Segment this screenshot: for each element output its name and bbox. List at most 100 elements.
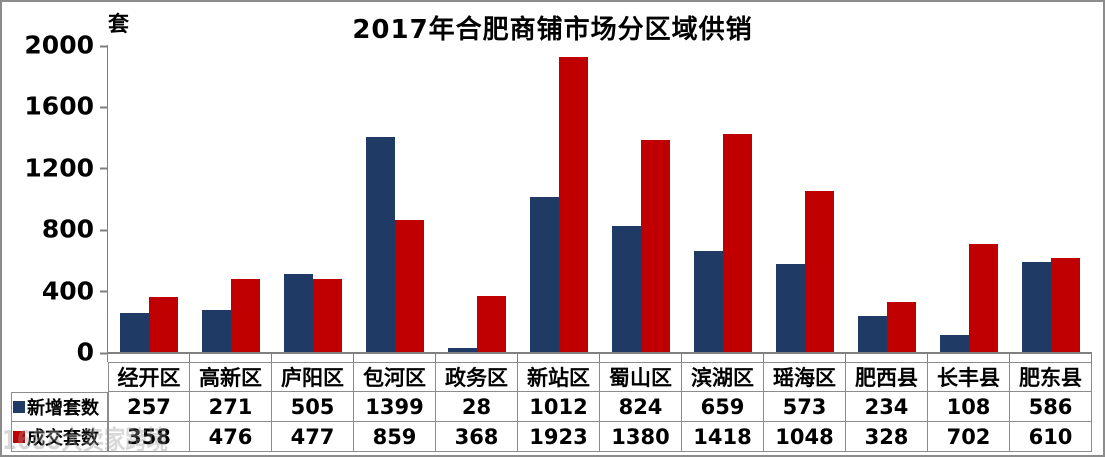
legend-cell-新增套数: 新增套数 — [11, 392, 108, 422]
value-成交套数-长丰县: 702 — [928, 422, 1010, 452]
value-成交套数-庐阳区: 477 — [272, 422, 354, 452]
category-group-新站区 — [518, 45, 600, 352]
column-header-肥东县: 肥东县 — [1010, 362, 1092, 392]
value-成交套数-瑶海区: 1048 — [764, 422, 846, 452]
legend-cell-成交套数: 成交套数 — [11, 422, 108, 452]
x-axis-tick — [107, 354, 189, 362]
bar-成交套数-包河区 — [395, 220, 424, 352]
y-axis: 0 400 800 1200 1600 2000 — [2, 33, 109, 365]
value-成交套数-蜀山区: 1380 — [600, 422, 682, 452]
bar-新增套数-蜀山区 — [612, 225, 641, 352]
bar-成交套数-长丰县 — [969, 244, 998, 352]
category-group-肥东县 — [1010, 45, 1092, 352]
bar-成交套数-经开区 — [149, 297, 178, 352]
category-group-政务区 — [436, 45, 518, 352]
category-group-瑶海区 — [764, 45, 846, 352]
bar-成交套数-肥西县 — [887, 301, 916, 352]
value-新增套数-滨湖区: 659 — [682, 392, 764, 422]
x-axis-tick — [681, 354, 763, 362]
category-group-庐阳区 — [272, 45, 354, 352]
bar-新增套数-肥西县 — [858, 316, 887, 352]
column-header-长丰县: 长丰县 — [928, 362, 1010, 392]
value-新增套数-肥东县: 586 — [1010, 392, 1092, 422]
value-成交套数-包河区: 859 — [354, 422, 436, 452]
bar-新增套数-长丰县 — [940, 335, 969, 352]
value-成交套数-新站区: 1923 — [518, 422, 600, 452]
column-header-瑶海区: 瑶海区 — [764, 362, 846, 392]
bar-新增套数-瑶海区 — [776, 264, 805, 352]
bar-成交套数-瑶海区 — [805, 191, 834, 352]
bar-成交套数-高新区 — [231, 278, 260, 352]
column-header-蜀山区: 蜀山区 — [600, 362, 682, 392]
data-table: 经开区 高新区 庐阳区 包河区 政务区 新站区 蜀山区 滨湖区 瑶海区 肥西县 长丰县 肥东县新增套数… — [11, 362, 1092, 452]
x-axis-ticks — [107, 354, 1092, 362]
category-group-长丰县 — [928, 45, 1010, 352]
bar-新增套数-新站区 — [530, 196, 559, 352]
bar-成交套数-庐阳区 — [313, 278, 342, 352]
category-group-滨湖区 — [682, 45, 764, 352]
x-axis-tick — [435, 354, 517, 362]
value-新增套数-庐阳区: 505 — [272, 392, 354, 422]
value-成交套数-肥西县: 328 — [846, 422, 928, 452]
column-header-庐阳区: 庐阳区 — [272, 362, 354, 392]
bar-新增套数-滨湖区 — [694, 250, 723, 352]
y-axis-tick-label: 800 — [41, 214, 109, 244]
bar-成交套数-蜀山区 — [641, 140, 670, 352]
column-header-政务区: 政务区 — [436, 362, 518, 392]
x-axis-tick — [845, 354, 927, 362]
y-axis-tick-label: 1200 — [24, 153, 108, 183]
column-header-经开区: 经开区 — [108, 362, 190, 392]
value-新增套数-新站区: 1012 — [518, 392, 600, 422]
y-axis-unit-label: 套 — [108, 12, 129, 36]
value-成交套数-政务区: 368 — [436, 422, 518, 452]
y-axis-tick-label: 0 — [76, 337, 109, 367]
bar-成交套数-新站区 — [559, 56, 588, 352]
category-group-蜀山区 — [600, 45, 682, 352]
column-header-新站区: 新站区 — [518, 362, 600, 392]
column-header-包河区: 包河区 — [354, 362, 436, 392]
legend-swatch-成交套数 — [13, 430, 25, 443]
x-axis-tick — [763, 354, 845, 362]
column-header-高新区: 高新区 — [190, 362, 272, 392]
legend-label: 新增套数 — [27, 398, 99, 419]
value-成交套数-肥东县: 610 — [1010, 422, 1092, 452]
category-group-经开区 — [108, 45, 190, 352]
value-新增套数-政务区: 28 — [436, 392, 518, 422]
bar-新增套数-经开区 — [120, 312, 149, 352]
category-group-肥西县 — [846, 45, 928, 352]
value-新增套数-高新区: 271 — [190, 392, 272, 422]
value-新增套数-瑶海区: 573 — [764, 392, 846, 422]
category-group-包河区 — [354, 45, 436, 352]
x-axis-tick — [927, 354, 1009, 362]
y-axis-tick-label: 400 — [41, 276, 109, 306]
table-corner-cell — [11, 362, 108, 392]
y-axis-tick-label: 1600 — [24, 91, 108, 121]
column-header-肥西县: 肥西县 — [846, 362, 928, 392]
value-成交套数-经开区: 358 — [108, 422, 190, 452]
legend-label: 成交套数 — [27, 427, 99, 449]
bar-新增套数-政务区 — [448, 347, 477, 352]
x-axis-tick — [517, 354, 599, 362]
column-header-滨湖区: 滨湖区 — [682, 362, 764, 392]
bar-新增套数-庐阳区 — [284, 274, 313, 352]
value-新增套数-肥西县: 234 — [846, 392, 928, 422]
x-axis-tick — [189, 354, 271, 362]
value-成交套数-滨湖区: 1418 — [682, 422, 764, 452]
x-axis-tick — [353, 354, 435, 362]
x-axis-tick — [1009, 354, 1092, 362]
bar-新增套数-包河区 — [366, 137, 395, 352]
x-axis-tick — [599, 354, 681, 362]
plot-area — [107, 45, 1092, 354]
value-成交套数-高新区: 476 — [190, 422, 272, 452]
bar-成交套数-肥东县 — [1051, 258, 1080, 352]
value-新增套数-蜀山区: 824 — [600, 392, 682, 422]
bar-成交套数-政务区 — [477, 295, 506, 352]
value-新增套数-包河区: 1399 — [354, 392, 436, 422]
x-axis-tick — [271, 354, 353, 362]
bar-成交套数-滨湖区 — [723, 134, 752, 352]
value-新增套数-经开区: 257 — [108, 392, 190, 422]
value-新增套数-长丰县: 108 — [928, 392, 1010, 422]
bar-新增套数-高新区 — [202, 310, 231, 352]
chart-title: 2017年合肥商铺市场分区域供销 — [352, 15, 753, 45]
